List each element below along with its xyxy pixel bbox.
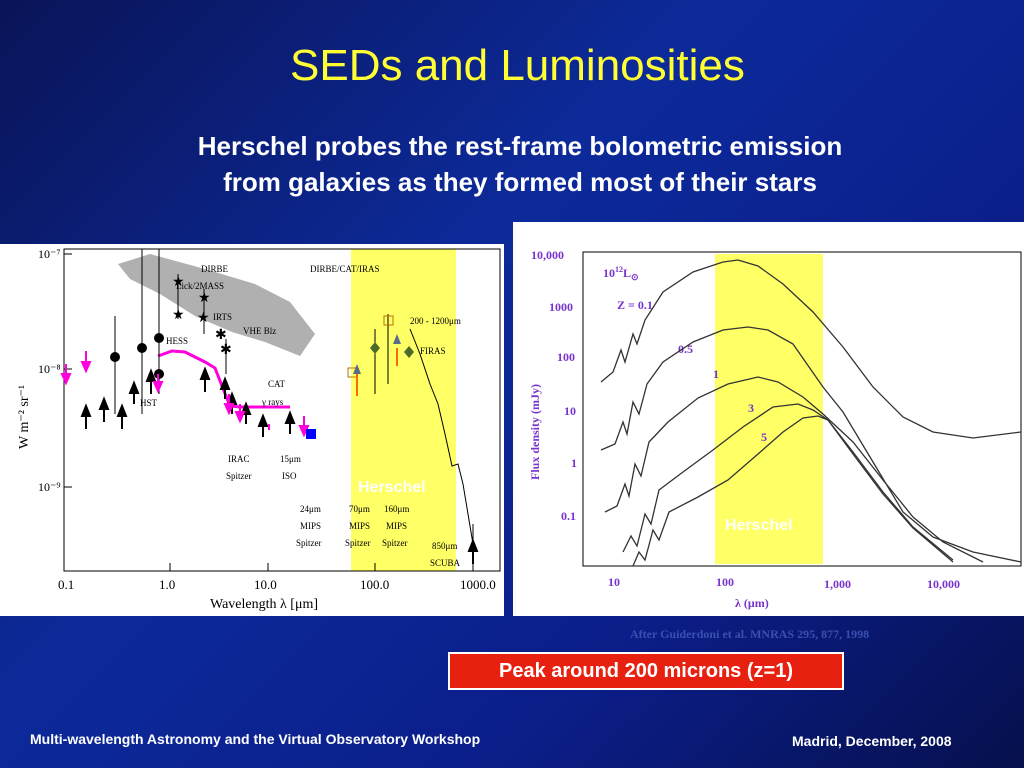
sed-figure-svg: 10,000 1000 100 10 1 0.1 10 100 1,000 10… bbox=[528, 248, 1022, 610]
label-scuba: SCUBA bbox=[430, 558, 461, 568]
sed-ytick-2: 1000 bbox=[549, 300, 573, 314]
sed-label-z01: Z = 0.1 bbox=[617, 298, 653, 312]
label-vhe: VHE Blz bbox=[243, 326, 276, 336]
label-firas: FIRAS bbox=[420, 346, 446, 356]
ebl-xtick-4: 100.0 bbox=[360, 577, 389, 592]
svg-text:★: ★ bbox=[172, 275, 185, 290]
subtitle-line-2: from galaxies as they formed most of the… bbox=[223, 167, 817, 197]
label-mips-70-spitzer: Spitzer bbox=[345, 538, 371, 548]
label-mips-24: 24μm bbox=[300, 504, 321, 514]
right-herschel-label: Herschel bbox=[725, 517, 793, 534]
label-irac: IRAC bbox=[228, 454, 250, 464]
label-irac-spitzer: Spitzer bbox=[226, 471, 252, 481]
ebl-data-markers bbox=[110, 333, 164, 379]
label-mips-70-inst: MIPS bbox=[349, 521, 370, 531]
ebl-plot-frame bbox=[63, 248, 501, 572]
label-mips-24-spitzer: Spitzer bbox=[296, 538, 322, 548]
sed-label-z5: 5 bbox=[761, 430, 767, 444]
footer-workshop: Multi-wavelength Astronomy and the Virtu… bbox=[30, 731, 481, 747]
ebl-figure: 10⁻⁷ 10⁻⁸ 10⁻⁹ 0.1 1.0 10.0 100.0 1000.0… bbox=[0, 244, 504, 616]
label-mips-160-spitzer: Spitzer bbox=[382, 538, 408, 548]
ebl-ytick-2: 10⁻⁸ bbox=[38, 362, 61, 376]
sed-ytick-6: 0.1 bbox=[561, 509, 576, 523]
label-lick: Lick/2MASS bbox=[176, 281, 224, 291]
sed-xtick-4: 10,000 bbox=[927, 577, 960, 591]
slide-subtitle: Herschel probes the rest-frame bolometri… bbox=[110, 128, 930, 200]
label-dirbe: DIRBE bbox=[201, 264, 229, 274]
label-iso: ISO bbox=[282, 471, 297, 481]
herschel-band bbox=[351, 249, 456, 571]
svg-text:★: ★ bbox=[198, 291, 211, 306]
label-iso-15: 15μm bbox=[280, 454, 301, 464]
sed-label-z3: 3 bbox=[748, 401, 754, 415]
sed-curves bbox=[600, 259, 1022, 567]
ebl-error-bars bbox=[114, 249, 474, 571]
ebl-figure-svg: 10⁻⁷ 10⁻⁸ 10⁻⁹ 0.1 1.0 10.0 100.0 1000.0… bbox=[17, 247, 501, 612]
ebl-xtick-5: 1000.0 bbox=[460, 577, 496, 592]
ebl-star-markers: ★ ★ ★ ★ ✱✱ bbox=[172, 275, 232, 358]
ebl-blue-point bbox=[306, 429, 316, 439]
sed-luminosity-label: 1012L⊙ bbox=[603, 265, 639, 282]
label-dirbe-cat-iras: DIRBE/CAT/IRAS bbox=[310, 264, 380, 274]
ebl-upper-limit-arrows bbox=[60, 351, 310, 438]
sed-xtick-2: 100 bbox=[716, 575, 734, 589]
label-mips-24-inst: MIPS bbox=[300, 521, 321, 531]
sed-xaxis-label: λ (μm) bbox=[735, 596, 769, 610]
sed-ytick-4: 10 bbox=[564, 404, 576, 418]
svg-text:✱: ✱ bbox=[220, 343, 232, 358]
ebl-xtick-2: 1.0 bbox=[159, 577, 175, 592]
label-range: 200 - 1200μm bbox=[410, 316, 461, 326]
ebl-yaxis-label: W m⁻² sr⁻¹ bbox=[17, 385, 32, 449]
label-irts: IRTS bbox=[213, 312, 232, 322]
slide-title: SEDs and Luminosities bbox=[290, 41, 745, 90]
left-herschel-label: Herschel bbox=[358, 479, 426, 496]
sed-figure: 10,000 1000 100 10 1 0.1 10 100 1,000 10… bbox=[513, 222, 1024, 616]
sed-label-z05: 0.5 bbox=[678, 342, 693, 356]
firas-curve bbox=[409, 328, 474, 545]
sed-label-z1: 1 bbox=[713, 367, 719, 381]
label-gamma-rays: γ rays bbox=[261, 397, 284, 407]
subtitle-line-1: Herschel probes the rest-frame bolometri… bbox=[197, 131, 843, 161]
sed-xtick-3: 1,000 bbox=[824, 577, 851, 591]
label-mips-160-inst: MIPS bbox=[386, 521, 407, 531]
label-mips-160: 160μm bbox=[384, 504, 409, 514]
sed-plot-frame bbox=[582, 251, 1022, 567]
label-cat: CAT bbox=[268, 379, 286, 389]
ebl-xtick-1: 0.1 bbox=[58, 577, 74, 592]
svg-text:★: ★ bbox=[197, 311, 210, 326]
label-mips-70: 70μm bbox=[349, 504, 370, 514]
label-hst: HST bbox=[140, 398, 158, 408]
sed-yaxis-label: Flux density (mJy) bbox=[528, 384, 542, 480]
ebl-xtick-3: 10.0 bbox=[254, 577, 277, 592]
ebl-ytick-3: 10⁻⁹ bbox=[38, 480, 61, 494]
sed-ytick-5: 1 bbox=[571, 456, 577, 470]
footer-date: Madrid, December, 2008 bbox=[792, 733, 952, 749]
svg-text:★: ★ bbox=[172, 308, 185, 323]
sed-ytick-3: 100 bbox=[557, 350, 575, 364]
svg-text:✱: ✱ bbox=[215, 328, 227, 343]
dirbe-region bbox=[118, 254, 315, 356]
ebl-xaxis-label: Wavelength λ [μm] bbox=[210, 597, 318, 612]
sed-xtick-1: 10 bbox=[608, 575, 620, 589]
peak-highlight-box: Peak around 200 microns (z=1) bbox=[448, 652, 844, 690]
sed-ytick-1: 10,000 bbox=[531, 248, 564, 262]
label-hess: HESS bbox=[166, 336, 188, 346]
label-scuba-850: 850μm bbox=[432, 541, 457, 551]
ebl-ytick-1: 10⁻⁷ bbox=[38, 247, 61, 261]
ebl-fir-points bbox=[347, 315, 414, 396]
figure-credit: After Guiderdoni et al. MNRAS 295, 877, … bbox=[630, 627, 870, 641]
